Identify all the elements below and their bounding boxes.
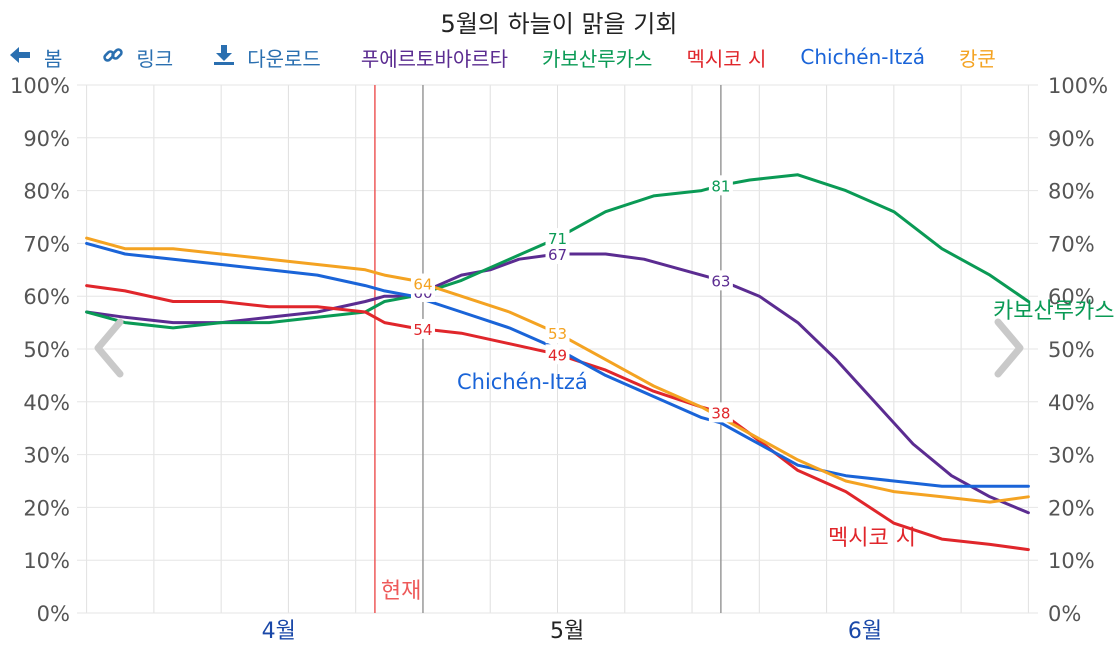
- legend-item-cabo-san-lucas[interactable]: 카보산루카스: [542, 46, 653, 71]
- y-tick-label-right: 80%: [1048, 180, 1095, 204]
- previous-month-button[interactable]: [90, 318, 130, 378]
- download-icon: [213, 44, 247, 71]
- data-label-halo: [545, 344, 570, 365]
- legend-item-puerto-vallarta[interactable]: 푸에르토바야르타: [360, 46, 509, 71]
- series-end-label-cabo: 카보산루카스: [993, 299, 1114, 324]
- y-tick-label-left: 100%: [10, 74, 70, 98]
- x-month-label: 6월: [848, 619, 882, 644]
- y-tick-label-left: 70%: [23, 232, 70, 256]
- back-label: 봄: [44, 46, 63, 71]
- download-label: 다운로드: [247, 46, 321, 71]
- download-button[interactable]: 다운로드: [213, 43, 321, 72]
- chevron-left-icon: [94, 318, 124, 378]
- y-tick-label-left: 60%: [23, 285, 70, 309]
- data-label-halo: [545, 228, 570, 249]
- link-button[interactable]: 링크: [102, 43, 173, 72]
- y-tick-label-right: 90%: [1048, 127, 1095, 151]
- legend-item-cancun[interactable]: 캉쿤: [958, 46, 996, 71]
- data-label-halo: [708, 270, 733, 291]
- data-label: 64: [413, 276, 432, 294]
- series-end-label-mexico: 멕시코 시: [828, 526, 916, 551]
- legend-item-mexico-city[interactable]: 멕시코 시: [686, 46, 767, 71]
- y-tick-label-right: 30%: [1048, 444, 1095, 468]
- data-label-halo: [708, 402, 733, 423]
- y-tick-label-left: 40%: [23, 391, 70, 415]
- data-label: 54: [413, 321, 432, 339]
- data-label-halo: [545, 323, 570, 344]
- data-label-halo: [410, 318, 435, 339]
- y-tick-label-left: 0%: [37, 602, 70, 626]
- x-month-label: 5월: [550, 619, 584, 644]
- now-label: 현재: [381, 579, 421, 604]
- y-tick-label-right: 10%: [1048, 549, 1095, 573]
- link-label: 링크: [136, 46, 174, 71]
- data-label: 63: [711, 272, 730, 290]
- y-tick-label-right: 100%: [1048, 74, 1108, 98]
- chevron-right-icon: [994, 318, 1024, 378]
- back-button[interactable]: 봄: [8, 43, 62, 72]
- data-label: 38: [711, 404, 730, 422]
- next-month-button[interactable]: [988, 318, 1028, 378]
- link-icon: [102, 44, 136, 71]
- data-label: 49: [548, 346, 567, 364]
- x-month-label: 4월: [262, 619, 296, 644]
- y-tick-label-right: 20%: [1048, 496, 1095, 520]
- legend-item-chichen-itza[interactable]: Chichén-Itzá: [800, 45, 925, 69]
- y-tick-label-right: 0%: [1048, 602, 1081, 626]
- data-label: 71: [548, 230, 567, 248]
- data-label: 81: [711, 177, 730, 195]
- y-tick-label-right: 40%: [1048, 391, 1095, 415]
- y-tick-label-right: 70%: [1048, 232, 1095, 256]
- y-tick-label-left: 80%: [23, 180, 70, 204]
- series-end-label-chichen: Chichén-Itzá: [457, 370, 588, 394]
- data-label-halo: [708, 175, 733, 196]
- data-label-halo: [410, 273, 435, 294]
- data-label: 67: [548, 246, 567, 264]
- y-tick-label-right: 50%: [1048, 338, 1095, 362]
- y-tick-label-left: 50%: [23, 338, 70, 362]
- toolbar: 봄 링크 다운로드 푸에르토바야르타 카보: [8, 42, 1030, 72]
- data-label-halo: [545, 243, 570, 264]
- data-label: 53: [548, 325, 567, 343]
- y-tick-label-right: 60%: [1048, 285, 1095, 309]
- chart-title: 5월의 하늘이 맑을 기회: [440, 10, 678, 38]
- arrow-left-icon: [8, 45, 44, 70]
- y-tick-label-left: 10%: [23, 549, 70, 573]
- y-tick-label-left: 30%: [23, 444, 70, 468]
- y-tick-label-left: 20%: [23, 496, 70, 520]
- y-tick-label-left: 90%: [23, 127, 70, 151]
